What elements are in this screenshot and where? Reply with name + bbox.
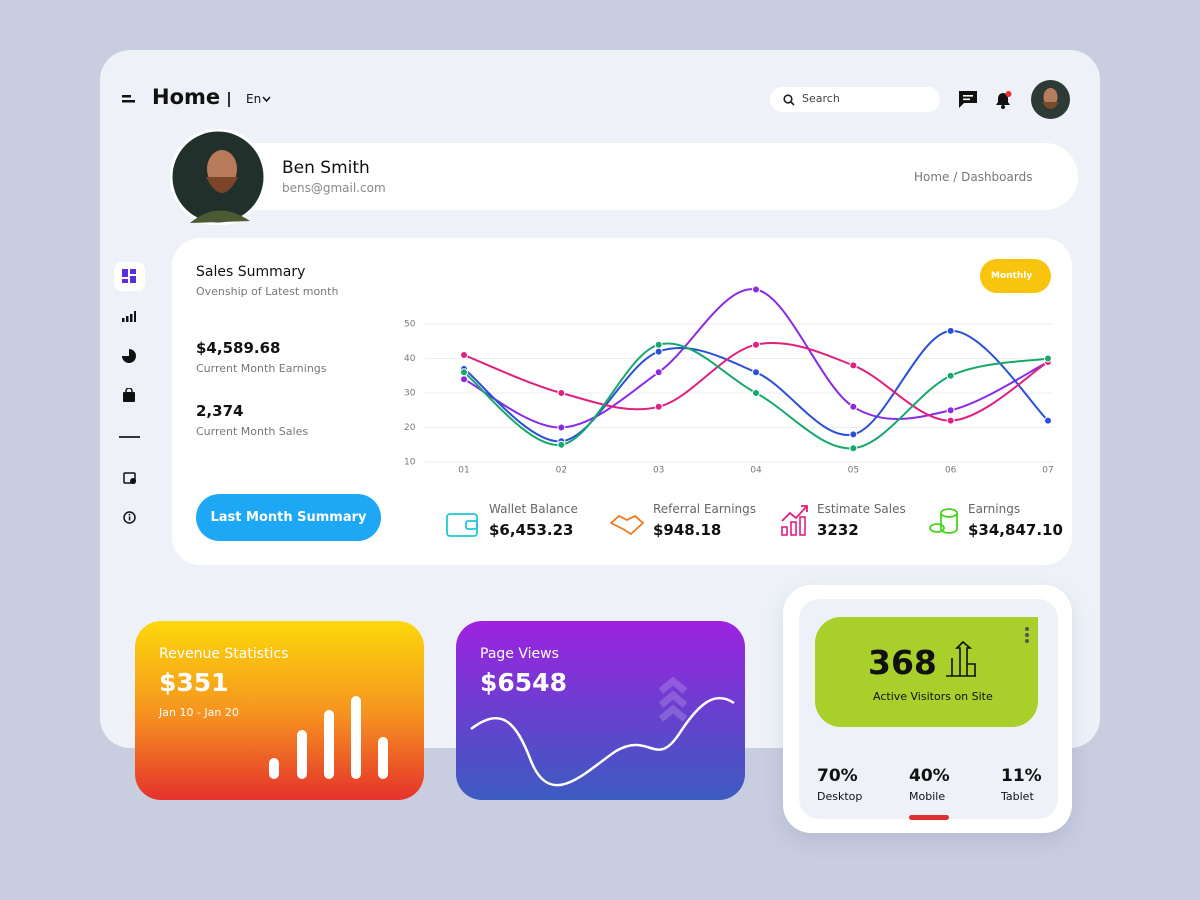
page-views-value: $6548 — [480, 668, 567, 697]
summary-button[interactable]: Last Month Summary — [196, 494, 381, 541]
device-share: 70% — [817, 766, 858, 786]
metric-value: 2,374 — [196, 402, 244, 420]
search-icon — [783, 94, 795, 106]
calendar-icon[interactable] — [123, 471, 137, 485]
info-icon[interactable] — [123, 511, 136, 524]
stats-icon[interactable] — [122, 310, 136, 322]
coins-icon — [929, 508, 958, 534]
metric-label: Current Month Earnings — [196, 362, 327, 375]
metric-value: $4,589.68 — [196, 339, 281, 357]
profile-name: Ben Smith — [282, 158, 370, 178]
growth-icon — [781, 505, 808, 536]
device-name: Mobile — [909, 790, 946, 803]
chat-icon[interactable] — [958, 90, 978, 109]
stat-value: $948.18 — [653, 521, 722, 539]
device-share: 11% — [1001, 766, 1042, 786]
pie-icon[interactable] — [122, 349, 136, 363]
user-avatar[interactable] — [1031, 80, 1070, 119]
device-name: Desktop — [817, 790, 863, 803]
revenue-value: $351 — [159, 668, 229, 697]
search-placeholder: Search — [802, 92, 840, 105]
visitors-label: Active Visitors on Site — [873, 690, 993, 703]
stat-value: $6,453.23 — [489, 521, 574, 539]
sidebar-active[interactable] — [114, 262, 145, 291]
revenue-range: Jan 10 - Jan 20 — [159, 706, 239, 719]
stat-label: Referral Earnings — [653, 502, 757, 516]
active-indicator — [909, 815, 949, 820]
search-box[interactable] — [770, 87, 940, 112]
stat-value: 3232 — [817, 521, 859, 539]
revenue-card — [135, 621, 424, 800]
bag-icon[interactable] — [123, 388, 135, 402]
stat-value: $34,847.10 — [968, 521, 1063, 539]
revenue-title: Revenue Statistics — [159, 646, 289, 662]
visitors-value: 368 — [868, 643, 937, 682]
device-name: Tablet — [1001, 790, 1034, 803]
visitors-highlight — [815, 617, 1038, 727]
language[interactable]: En — [246, 92, 262, 106]
page-views-wave — [470, 676, 735, 787]
revenue-bars — [269, 696, 388, 779]
breadcrumb[interactable]: Home / Dashboards — [914, 170, 1033, 184]
profile-avatar — [170, 129, 266, 225]
card-title: Sales Summary — [196, 264, 306, 280]
bell-icon[interactable] — [993, 90, 1013, 110]
building-icon — [946, 640, 976, 677]
dashboard-icon[interactable] — [122, 269, 136, 283]
menu-icon[interactable] — [122, 93, 136, 105]
profile-email: bens@gmail.com — [282, 181, 386, 195]
stat-label: Estimate Sales — [817, 502, 906, 516]
stat-label: Wallet Balance — [489, 502, 578, 516]
more-icon[interactable] — [1024, 626, 1030, 644]
metric-label: Current Month Sales — [196, 425, 309, 438]
period-select[interactable]: Monthly — [980, 259, 1051, 293]
handshake-icon — [610, 514, 644, 536]
page-views-title: Page Views — [480, 646, 559, 662]
profile-bar — [175, 143, 1078, 210]
card-subtitle: Ovenship of Latest month — [196, 285, 339, 298]
wallet-icon — [446, 513, 478, 537]
period-label: Monthly — [991, 271, 1033, 281]
sidebar-divider — [119, 436, 140, 438]
chevron — [262, 96, 271, 103]
stat-label: Earnings — [968, 502, 1021, 516]
page-title: Home — [152, 85, 221, 109]
divider — [228, 92, 230, 107]
device-share: 40% — [909, 766, 950, 786]
